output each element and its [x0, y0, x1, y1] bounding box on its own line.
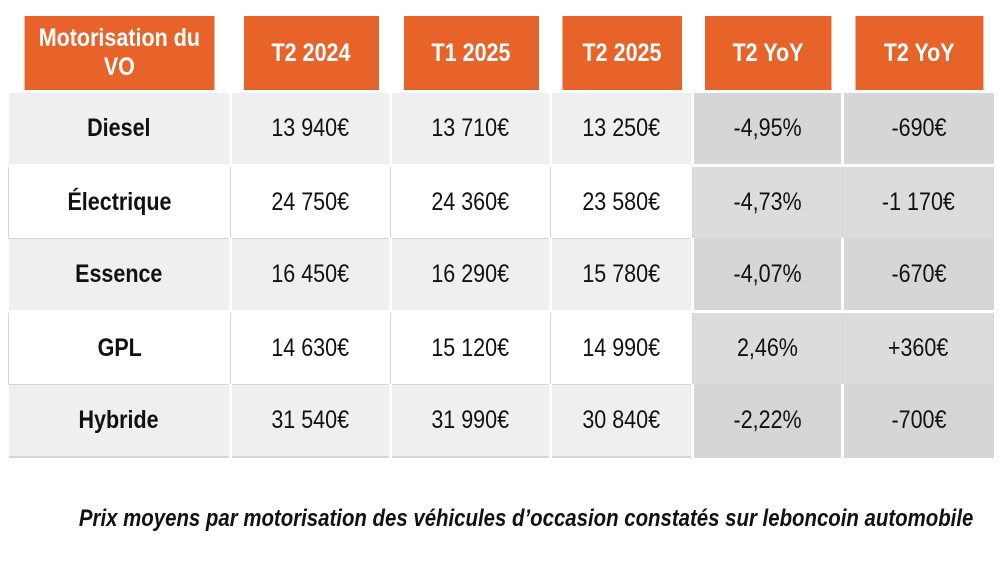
- table-cell: -1 170€: [842, 165, 994, 239]
- table-cell: 13 710€: [390, 91, 552, 167]
- table-row: Diesel 13 940€ 13 710€ 13 250€ -4,95% -6…: [8, 91, 994, 167]
- table-row: Hybride 31 540€ 31 990€ 30 840€ -2,22% -…: [8, 384, 994, 458]
- table-row: Électrique 24 750€ 24 360€ 23 580€ -4,73…: [8, 165, 994, 239]
- table-row: GPL 14 630€ 15 120€ 14 990€ 2,46% +360€: [8, 311, 994, 385]
- table-cell: -700€: [842, 384, 994, 458]
- table-cell: -2,22%: [692, 384, 844, 458]
- table-cell: 16 450€: [230, 238, 392, 313]
- price-table: Motorisation du VO T2 2024 T1 2025 T2 20…: [8, 16, 994, 458]
- price-table-container: Motorisation du VO T2 2024 T1 2025 T2 20…: [8, 16, 994, 458]
- row-label: GPL: [8, 311, 231, 385]
- header-t2-2024: T2 2024: [241, 16, 381, 93]
- table-cell: -670€: [842, 238, 994, 313]
- table-cell: 30 840€: [550, 384, 694, 458]
- table-cell: 13 250€: [550, 91, 694, 167]
- table-cell: +360€: [842, 311, 994, 385]
- table-cell: 13 940€: [230, 91, 392, 167]
- row-label: Électrique: [8, 165, 231, 239]
- table-cell: 24 360€: [390, 165, 551, 239]
- table-cell: 31 990€: [390, 384, 552, 458]
- table-cell: 15 780€: [550, 238, 694, 313]
- table-cell: 23 580€: [550, 165, 693, 239]
- table-cell: -4,07%: [692, 238, 844, 313]
- table-cell: 24 750€: [230, 165, 391, 239]
- table-row: Essence 16 450€ 16 290€ 15 780€ -4,07% -…: [8, 238, 994, 313]
- table-cell: -690€: [842, 91, 994, 167]
- header-yoy-percent: T2 YoY: [703, 16, 834, 93]
- table-cell: -4,95%: [692, 91, 844, 167]
- header-yoy-amount: T2 YoY: [853, 16, 983, 93]
- table-cell: 16 290€: [390, 238, 552, 313]
- table-caption: Prix moyens par motorisation des véhicul…: [78, 505, 974, 532]
- header-t1-2025: T1 2025: [401, 16, 541, 93]
- table-cell: 31 540€: [230, 384, 392, 458]
- table-header-row: Motorisation du VO T2 2024 T1 2025 T2 20…: [9, 16, 994, 93]
- table-cell: 15 120€: [390, 311, 551, 385]
- table-cell: 2,46%: [692, 311, 843, 385]
- table-cell: -4,73%: [692, 165, 843, 239]
- row-label: Hybride: [8, 384, 232, 458]
- row-label: Diesel: [8, 91, 232, 167]
- header-t2-2025: T2 2025: [560, 16, 684, 93]
- table-cell: 14 630€: [230, 311, 391, 385]
- header-motorisation: Motorisation du VO: [24, 16, 217, 93]
- row-label: Essence: [8, 238, 232, 313]
- table-cell: 14 990€: [550, 311, 693, 385]
